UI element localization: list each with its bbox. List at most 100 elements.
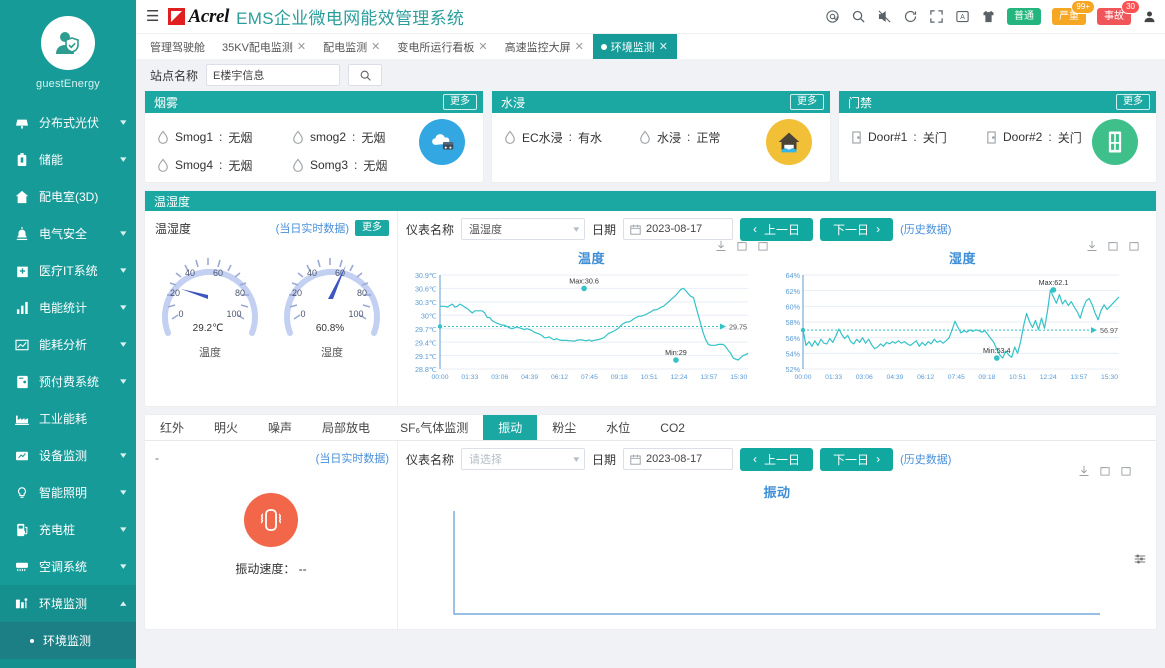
vib-date-picker[interactable]: 2023-08-17 — [623, 448, 734, 470]
restore-icon[interactable] — [757, 240, 769, 255]
vib-next-day-button[interactable]: 下一日 › — [820, 447, 894, 471]
avatar[interactable] — [41, 16, 95, 70]
sidebar-item-12[interactable]: 空调系统 ▾ — [0, 548, 136, 585]
restore-icon[interactable] — [1128, 240, 1140, 255]
sensor-tab-6[interactable]: 粉尘 — [537, 415, 591, 440]
status-badge-severe[interactable]: 严重 99+ — [1052, 0, 1095, 25]
vibration-realtime-link[interactable]: (当日实时数据) — [315, 453, 389, 465]
sidebar-item-1[interactable]: 储能 ▾ — [0, 141, 136, 178]
temp-humidity-body: 温湿度 (当日实时数据) 更多 — [145, 211, 1156, 406]
sensor-tab-7[interactable]: 水位 — [591, 415, 645, 440]
x-axis-tick: 09:18 — [611, 374, 628, 381]
gauge-humidity-label: 湿度 — [321, 347, 343, 359]
search-icon[interactable] — [851, 9, 866, 24]
page-tab-5[interactable]: 环境监测 ✕ — [592, 34, 678, 59]
temp-humidity-panel: 温湿度 温湿度 (当日实时数据) 更多 — [145, 191, 1156, 406]
hamburger-icon[interactable]: ☰ — [146, 8, 160, 25]
sensor-tab-4[interactable]: SF₆气体监测 — [385, 415, 483, 440]
x-axis-tick: 04:39 — [886, 374, 903, 381]
page-tab-2[interactable]: 配电监测 ✕ — [315, 34, 389, 59]
status-badge-accident[interactable]: 事故 30 — [1097, 0, 1140, 25]
sensor-tab-body: - (当日实时数据) 振动速度： -- — [145, 441, 1156, 629]
download-icon[interactable] — [715, 240, 727, 255]
sidebar-item-label: 电气安全 — [39, 227, 88, 241]
sidebar-item-5[interactable]: 电能统计 ▾ — [0, 289, 136, 326]
door-small-icon — [852, 130, 861, 144]
theme-icon[interactable] — [981, 9, 996, 24]
user-icon[interactable] — [1142, 9, 1157, 24]
sensor-tab-3[interactable]: 局部放电 — [307, 415, 385, 440]
vib-meter-name-select[interactable]: 请选择 ▾ — [461, 448, 586, 470]
close-icon[interactable]: ✕ — [574, 41, 584, 53]
at-icon[interactable] — [825, 9, 840, 24]
close-icon[interactable]: ✕ — [371, 41, 381, 53]
card-smoke-more-button[interactable]: 更多 — [443, 94, 477, 110]
status-badge-accident-label: 事故 — [1104, 11, 1124, 22]
sidebar-item-0[interactable]: 分布式光伏 ▾ — [0, 104, 136, 141]
page-tab-3[interactable]: 变电所运行看板 ✕ — [389, 34, 496, 59]
meter-name-select[interactable]: 温湿度 ▾ — [461, 218, 586, 240]
sidebar-item-6[interactable]: 能耗分析 ▾ — [0, 326, 136, 363]
x-axis-tick: 03:06 — [856, 374, 873, 381]
chevron-down-icon: ▾ — [120, 487, 127, 497]
data-view-icon[interactable] — [1107, 240, 1119, 255]
sidebar-subitem-label: 环境监测 — [43, 634, 92, 648]
realtime-data-link[interactable]: (当日实时数据) — [275, 223, 349, 235]
data-view-icon[interactable] — [736, 240, 748, 255]
status-badge-normal[interactable]: 普通 — [1007, 8, 1041, 25]
y-axis-tick: 29.7℃ — [415, 325, 437, 334]
search-button[interactable] — [348, 64, 383, 86]
mute-icon[interactable] — [877, 9, 892, 24]
card-door-more-button[interactable]: 更多 — [1116, 94, 1150, 110]
sensor-tabs-panel: 红外 明火 噪声 局部放电 SF₆气体监测 振动 粉尘 水位 CO2 - (当日实时数据) — [145, 415, 1156, 629]
restore-icon[interactable] — [1120, 465, 1132, 480]
page-tab-1[interactable]: 35KV配电监测 ✕ — [214, 34, 315, 59]
date-picker[interactable]: 2023-08-17 — [623, 218, 734, 240]
calendar-icon — [630, 224, 641, 235]
download-icon[interactable] — [1086, 240, 1098, 255]
close-icon[interactable]: ✕ — [658, 41, 669, 53]
sidebar-item-2[interactable]: 配电室(3D) — [0, 178, 136, 215]
gauges-more-button[interactable]: 更多 — [355, 220, 389, 236]
sidebar-item-environment[interactable]: 环境监测 ▴ — [0, 585, 136, 622]
page-tab-0[interactable]: 管理驾驶舱 — [142, 34, 214, 59]
refresh-icon[interactable] — [903, 9, 918, 24]
sensor-tab-5[interactable]: 振动 — [483, 415, 538, 440]
download-icon[interactable] — [1078, 465, 1090, 480]
sidebar-item-11[interactable]: 充电桩 ▾ — [0, 511, 136, 548]
sensor-tab-2[interactable]: 噪声 — [253, 415, 307, 440]
vib-prev-day-button[interactable]: ‹ 上一日 — [740, 447, 814, 471]
sidebar-item-10[interactable]: 智能照明 ▾ — [0, 474, 136, 511]
sidebar-subitem-1[interactable]: 视频监控 — [0, 659, 136, 668]
page-tab-label: 高速监控大屏 — [504, 41, 571, 54]
sensor-label: Smog1 — [175, 130, 214, 144]
card-flood-more-button[interactable]: 更多 — [790, 94, 824, 110]
sidebar-subitem-0[interactable]: 环境监测 — [0, 622, 136, 659]
history-data-link[interactable]: (历史数据) — [900, 224, 952, 236]
brand-name: Acrel — [188, 5, 230, 27]
page-tab-4[interactable]: 高速监控大屏 ✕ — [497, 34, 593, 59]
close-icon[interactable]: ✕ — [478, 41, 488, 53]
fullscreen-icon[interactable] — [929, 9, 944, 24]
vibration-chart-svg — [453, 511, 1100, 615]
sidebar-item-9[interactable]: 设备监测 ▾ — [0, 437, 136, 474]
sensor-tab-1[interactable]: 明火 — [199, 415, 253, 440]
vib-history-data-link[interactable]: (历史数据) — [900, 454, 952, 466]
sensor-tab-0[interactable]: 红外 — [145, 415, 199, 440]
sidebar-item-3[interactable]: 电气安全 ▾ — [0, 215, 136, 252]
page-tab-label: 变电所运行看板 — [397, 41, 475, 54]
next-day-button[interactable]: 下一日 › — [820, 217, 894, 241]
svg-text:A: A — [960, 14, 965, 21]
data-view-icon[interactable] — [1099, 465, 1111, 480]
chart-settings-icon[interactable] — [1134, 553, 1146, 568]
sensor-value: 无烟 — [228, 158, 253, 173]
close-icon[interactable]: ✕ — [296, 41, 307, 53]
sidebar-item-8[interactable]: 工业能耗 — [0, 400, 136, 437]
sidebar-item-4[interactable]: 医疗IT系统 ▾ — [0, 252, 136, 289]
sidebar-item-7[interactable]: 预付费系统 ▾ — [0, 363, 136, 400]
site-search-input[interactable]: E楼宇信息 — [206, 64, 341, 86]
sensor-tab-8[interactable]: CO2 — [645, 415, 700, 440]
prev-day-button[interactable]: ‹ 上一日 — [740, 217, 814, 241]
language-icon[interactable]: A — [955, 9, 970, 24]
sidebar-username: guestEnergy — [36, 78, 100, 90]
